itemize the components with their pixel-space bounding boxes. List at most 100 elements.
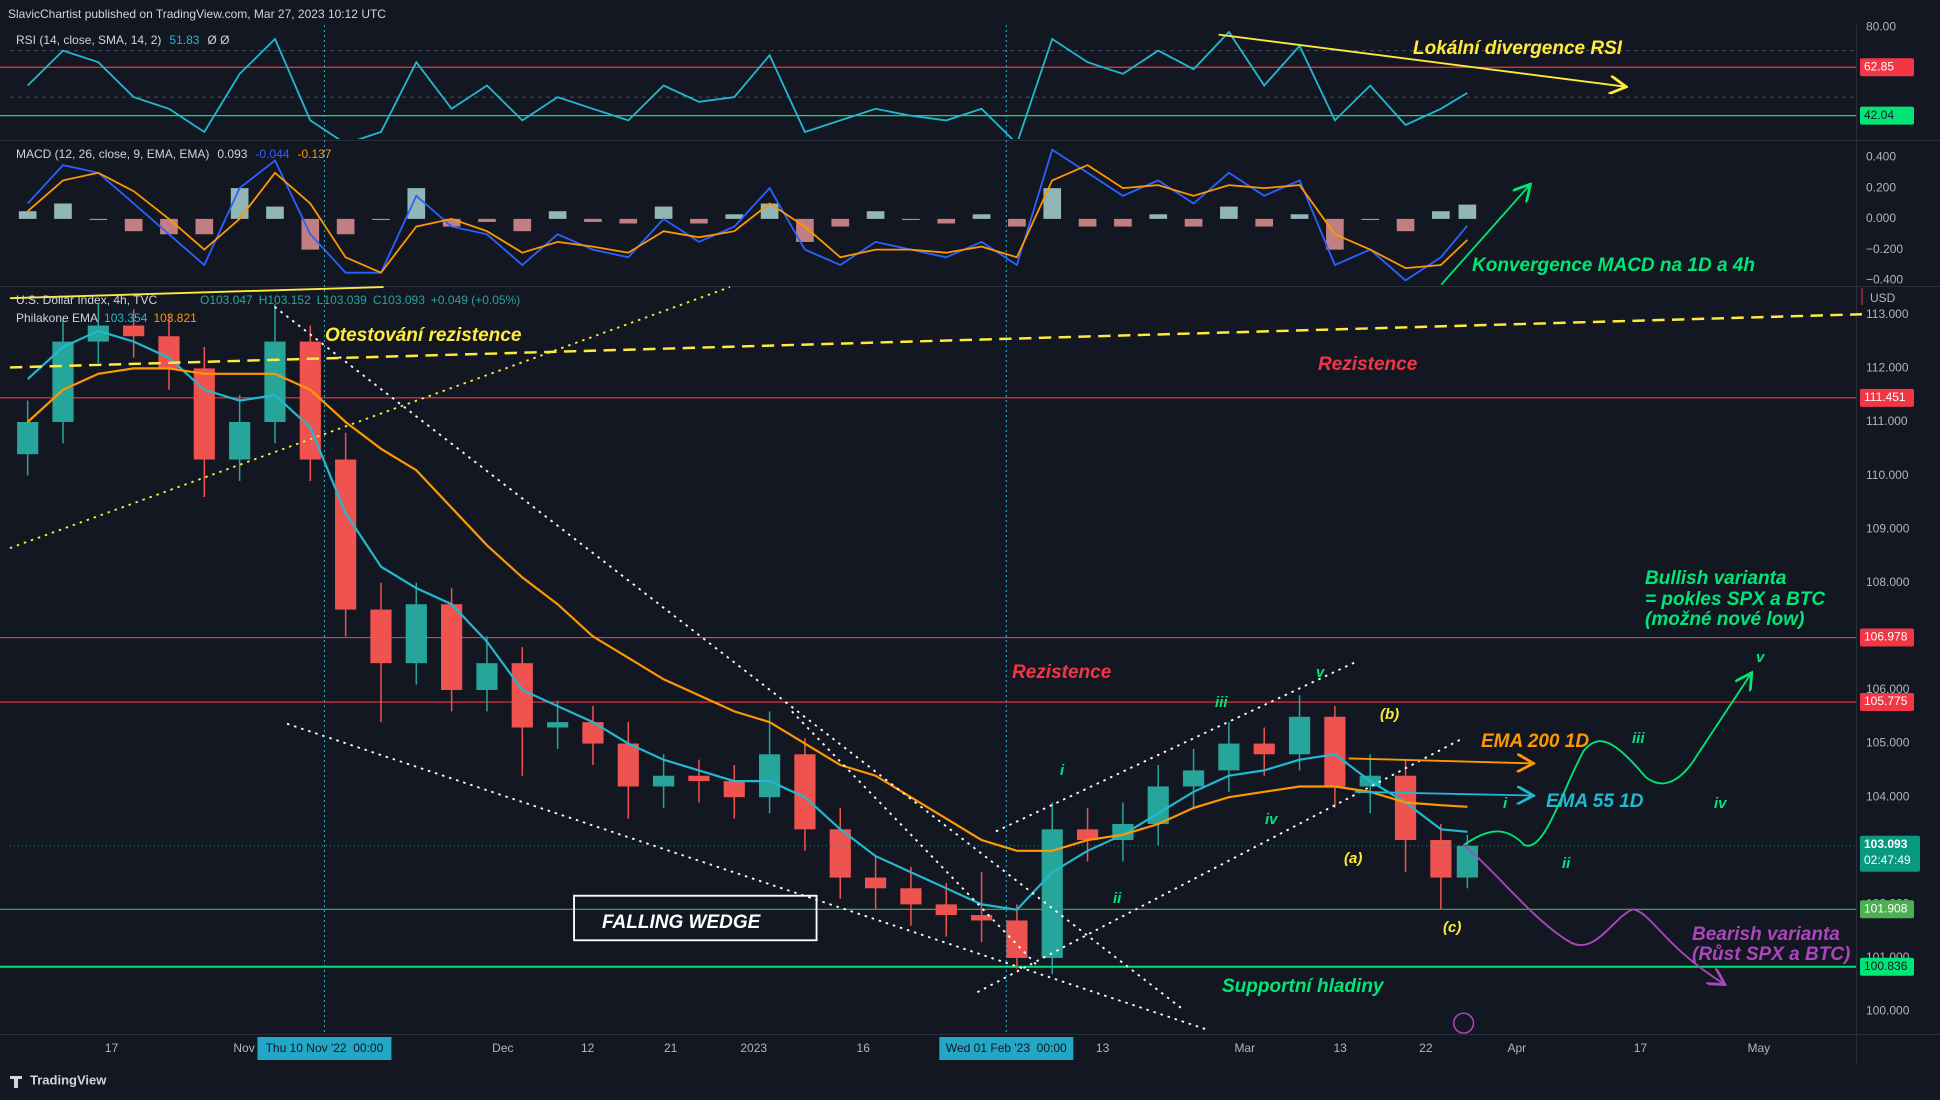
pane: [18, 148, 1477, 282]
y-tick-label: 0.400: [1866, 150, 1896, 164]
candle-body: [970, 915, 993, 921]
histogram-bar: [407, 188, 426, 219]
price-label: 101.908: [1864, 901, 1908, 915]
pane: [0, 304, 1856, 975]
candle-body: [123, 325, 145, 337]
histogram-bar: [831, 218, 850, 227]
y-tick-label: 0.200: [1866, 180, 1896, 194]
histogram-bar: [1008, 218, 1026, 227]
annotation: v: [1316, 664, 1326, 681]
candle-body: [723, 781, 745, 798]
ema-arrow: [1348, 758, 1532, 763]
bearish-path: [1463, 844, 1724, 984]
y-tick-label: −0.400: [1866, 273, 1903, 287]
price-label: 100.836: [1864, 959, 1908, 973]
price-label-box: [1860, 106, 1914, 125]
candle-body: [758, 754, 781, 798]
trend-line: [9, 286, 384, 300]
candle-body: [688, 775, 710, 782]
histogram-bar: [1458, 204, 1477, 219]
annotation: Bearish varianta: [1692, 924, 1840, 945]
publish-header: SlavicChartist published on TradingView.…: [8, 7, 386, 21]
ohlc-value: O103.047: [200, 293, 253, 307]
crosshair-label-box: [939, 1037, 1074, 1060]
indicator-value: 103.354: [104, 311, 148, 325]
annotation: FALLING WEDGE: [602, 912, 762, 933]
histogram-bar: [584, 218, 602, 222]
x-tick-label: 16: [857, 1041, 871, 1055]
candle-body: [1041, 829, 1063, 958]
y-tick-label: 108.000: [1866, 575, 1910, 589]
histogram-bar: [1361, 218, 1380, 220]
annotation: ii: [1562, 855, 1571, 872]
x-tick-label: 13: [1334, 1041, 1348, 1055]
candle-body: [1147, 786, 1169, 824]
candle-body: [1006, 920, 1028, 958]
series-line: [26, 329, 1468, 911]
y-tick-label: 0.000: [1866, 211, 1896, 225]
indicator-value: 103.821: [153, 311, 197, 325]
histogram-bar: [866, 211, 885, 219]
histogram-bar: [725, 214, 744, 219]
histogram-bar: [1432, 211, 1450, 219]
y-tick-label: 105.000: [1866, 736, 1910, 750]
candle-body: [87, 325, 109, 342]
x-tick-label: May: [1748, 1041, 1771, 1055]
annotation: EMA 55 1D: [1546, 791, 1644, 812]
candle-body: [158, 336, 180, 369]
price-label-box: [1860, 900, 1914, 919]
annotation: (c): [1443, 919, 1461, 936]
macd-value: 0.093: [217, 147, 247, 161]
candle-body: [794, 754, 816, 830]
histogram-bar: [548, 211, 567, 219]
x-tick-label: 17: [1634, 1041, 1648, 1055]
histogram-bar: [690, 218, 708, 224]
x-tick-label: 22: [1419, 1041, 1433, 1055]
series-line: [27, 148, 1469, 282]
wedge-line: [286, 722, 1207, 1031]
candle-body: [405, 604, 427, 664]
histogram-bar: [89, 218, 108, 220]
macd-value: -0.137: [297, 147, 331, 161]
footer-logo: TradingView: [30, 1072, 107, 1087]
price-label-box: [1860, 388, 1914, 407]
histogram-bar: [372, 218, 390, 220]
histogram-bar: [18, 211, 37, 219]
histogram-bar: [1255, 218, 1274, 227]
histogram-bar: [937, 218, 956, 224]
histogram-bar: [1396, 218, 1415, 232]
annotation: (možné nové low): [1645, 609, 1804, 630]
annotation: (b): [1380, 706, 1399, 723]
histogram-bar: [1290, 214, 1309, 219]
rsi-title: RSI (14, close, SMA, 14, 2): [16, 33, 161, 47]
rsi-value: 51.83: [169, 33, 199, 47]
candle-body: [264, 341, 286, 422]
pane: [0, 30, 1856, 139]
candle-body: [1456, 845, 1478, 878]
y-tick-label: 100.000: [1866, 1004, 1910, 1018]
candle-body: [299, 341, 321, 460]
histogram-bar: [1114, 218, 1132, 227]
histogram-bar: [1184, 218, 1203, 227]
ema-arrow: [1354, 792, 1532, 796]
price-label: 106.978: [1864, 630, 1908, 644]
y-tick-label: 106.000: [1866, 682, 1910, 696]
annotation: Rezistence: [1318, 354, 1418, 375]
ohlc-value: L103.039: [317, 293, 367, 307]
macd-value: -0.044: [255, 147, 289, 161]
trend-arrow: [1440, 186, 1529, 286]
annotation: iii: [1215, 694, 1228, 711]
bullish-path: [1463, 674, 1751, 847]
annotation: v: [1756, 649, 1766, 666]
histogram-bar: [336, 218, 355, 235]
x-tick-label: Apr: [1507, 1041, 1526, 1055]
annotation: Bullish varianta: [1645, 568, 1787, 589]
resistance-line: [9, 313, 1863, 369]
histogram-bar: [1220, 206, 1238, 219]
candle-body: [1394, 775, 1417, 841]
annotation: Lokální divergence RSI: [1413, 38, 1623, 59]
y-tick-label: 109.000: [1866, 521, 1910, 535]
candle-body: [511, 663, 533, 728]
series-line: [26, 367, 1468, 852]
